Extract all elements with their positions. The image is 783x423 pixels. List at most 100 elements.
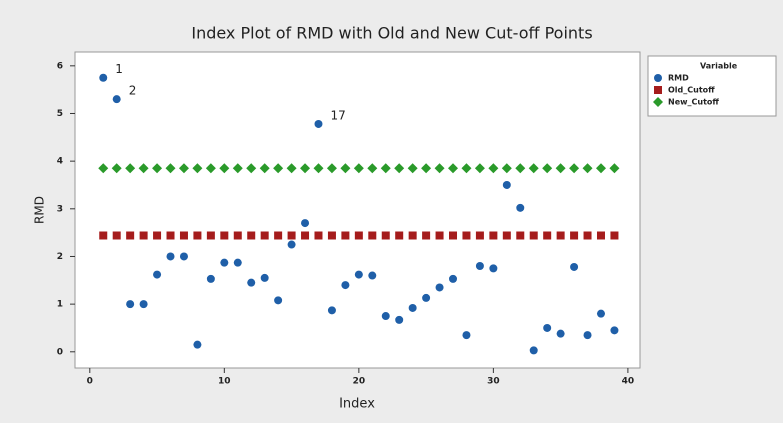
y-tick-label: 1: [57, 300, 63, 310]
point: [380, 163, 391, 174]
plot-area: [74, 51, 641, 369]
point: [448, 163, 459, 174]
point: [528, 163, 539, 174]
point: [206, 231, 215, 240]
point: [381, 312, 390, 321]
y-tick-label: 6: [57, 61, 63, 71]
legend-label: RMD: [668, 74, 689, 83]
point: [381, 231, 390, 240]
point: [449, 231, 458, 240]
point: [394, 163, 405, 174]
point: [435, 231, 444, 240]
point: [98, 163, 109, 174]
point: [609, 163, 620, 174]
point: [153, 231, 162, 240]
point: [407, 163, 418, 174]
point: [474, 163, 485, 174]
point: [301, 231, 310, 240]
point: [516, 203, 525, 212]
point: [126, 300, 135, 309]
point: [287, 240, 296, 249]
y-tick-label: 5: [57, 109, 63, 119]
point: [220, 258, 229, 267]
point: [515, 163, 526, 174]
point: [367, 163, 378, 174]
point: [341, 281, 350, 290]
point: [340, 163, 351, 174]
legend-box: [647, 55, 777, 117]
chart-title: Index Plot of RMD with Old and New Cut-o…: [191, 24, 592, 43]
point: [516, 231, 525, 240]
point: [327, 306, 336, 315]
x-tick-label: 0: [87, 377, 93, 387]
point: [246, 163, 257, 174]
point: [259, 163, 270, 174]
legend-marker: [653, 97, 663, 107]
y-tick-label: 0: [57, 347, 63, 357]
point: [395, 231, 404, 240]
point: [556, 231, 565, 240]
point: [422, 293, 431, 302]
point: [152, 163, 163, 174]
legend-marker: [654, 86, 662, 94]
point: [247, 231, 256, 240]
point: [596, 231, 605, 240]
point: [153, 270, 162, 279]
point: [111, 163, 122, 174]
point: [395, 315, 404, 324]
point: [461, 163, 472, 174]
point: [610, 326, 619, 335]
point: [166, 252, 175, 261]
point: [489, 231, 498, 240]
point: [570, 262, 579, 271]
point: [165, 163, 176, 174]
point: [353, 163, 364, 174]
point: [314, 119, 323, 128]
point: [247, 278, 256, 287]
point: [139, 300, 148, 309]
point: [273, 163, 284, 174]
point: [475, 262, 484, 271]
x-tick-label: 10: [218, 377, 231, 387]
point: [112, 231, 121, 240]
legend-label: New_Cutoff: [668, 98, 719, 107]
point: [583, 231, 592, 240]
point: [488, 163, 499, 174]
point: [260, 231, 269, 240]
point: [313, 163, 324, 174]
point: [314, 231, 323, 240]
point: [300, 163, 311, 174]
annotation: 1: [115, 62, 123, 76]
legend-marker: [654, 74, 662, 82]
point: [193, 340, 202, 349]
point: [260, 273, 269, 282]
point: [596, 309, 605, 318]
point: [326, 163, 337, 174]
point: [99, 231, 108, 240]
point: [502, 180, 511, 189]
annotation: 2: [129, 84, 137, 98]
point: [354, 231, 363, 240]
point: [582, 163, 593, 174]
point: [569, 163, 580, 174]
point: [421, 163, 432, 174]
point: [489, 264, 498, 273]
point: [422, 231, 431, 240]
y-tick-label: 3: [57, 204, 63, 214]
point: [232, 163, 243, 174]
point: [435, 283, 444, 292]
x-tick-label: 20: [353, 377, 366, 387]
point: [219, 163, 230, 174]
point: [475, 231, 484, 240]
point: [354, 270, 363, 279]
annotation: 17: [330, 108, 345, 122]
point: [166, 231, 175, 240]
point: [434, 163, 445, 174]
point: [462, 331, 471, 340]
point: [233, 258, 242, 267]
point: [555, 163, 566, 174]
point: [112, 95, 121, 104]
point: [583, 331, 592, 340]
x-axis-label: Index: [339, 397, 375, 412]
point: [327, 231, 336, 240]
